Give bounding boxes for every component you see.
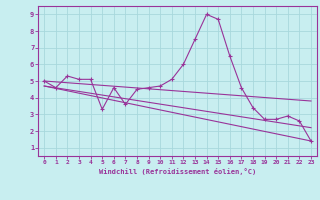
X-axis label: Windchill (Refroidissement éolien,°C): Windchill (Refroidissement éolien,°C) [99,168,256,175]
